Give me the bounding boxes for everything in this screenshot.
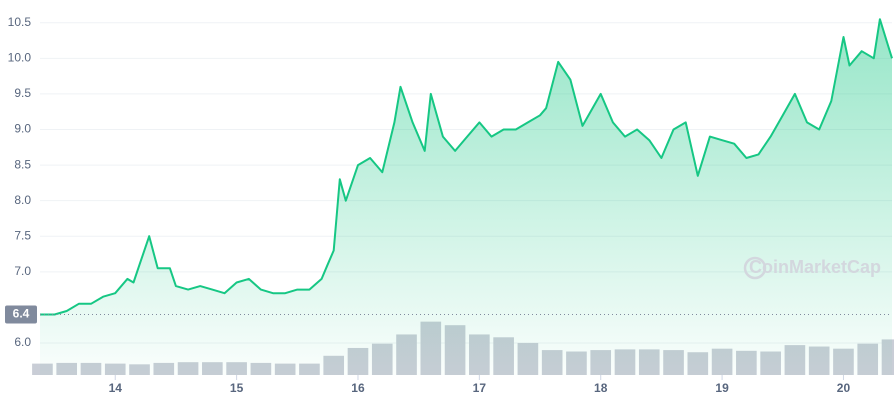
x-tick-label: 19 bbox=[715, 381, 729, 395]
y-tick-label: 9.5 bbox=[14, 86, 31, 100]
x-tick-label: 18 bbox=[594, 381, 608, 395]
y-tick-label: 10.5 bbox=[8, 15, 32, 29]
price-area bbox=[40, 19, 892, 375]
y-tick-label: 8.0 bbox=[14, 193, 31, 207]
x-tick-label: 17 bbox=[473, 381, 487, 395]
plot bbox=[40, 18, 893, 375]
price-line bbox=[40, 18, 893, 316]
x-tick-label: 20 bbox=[837, 381, 851, 395]
x-tick-label: 14 bbox=[109, 381, 123, 395]
y-tick-label: 8.5 bbox=[14, 157, 31, 171]
y-tick-label: 7.0 bbox=[14, 264, 31, 278]
reference-label: 6.4 bbox=[13, 307, 30, 321]
y-tick-label: 10.0 bbox=[8, 51, 32, 65]
x-tick-label: 16 bbox=[351, 381, 365, 395]
y-tick-label: 6.0 bbox=[14, 335, 31, 349]
axes: 6.0 7.0 7.5 8.0 8.5 9.0 9.5 10.0 10.5 14 15 16 17 18 1… bbox=[5, 15, 892, 395]
reference-badge bbox=[5, 305, 37, 324]
watermark-logo bbox=[743, 256, 767, 280]
x-tick-label: 15 bbox=[230, 381, 244, 395]
y-tick-label: 9.0 bbox=[14, 122, 31, 136]
watermark: CoinMarketCap bbox=[749, 257, 881, 277]
y-tick-label: 7.5 bbox=[14, 228, 31, 242]
